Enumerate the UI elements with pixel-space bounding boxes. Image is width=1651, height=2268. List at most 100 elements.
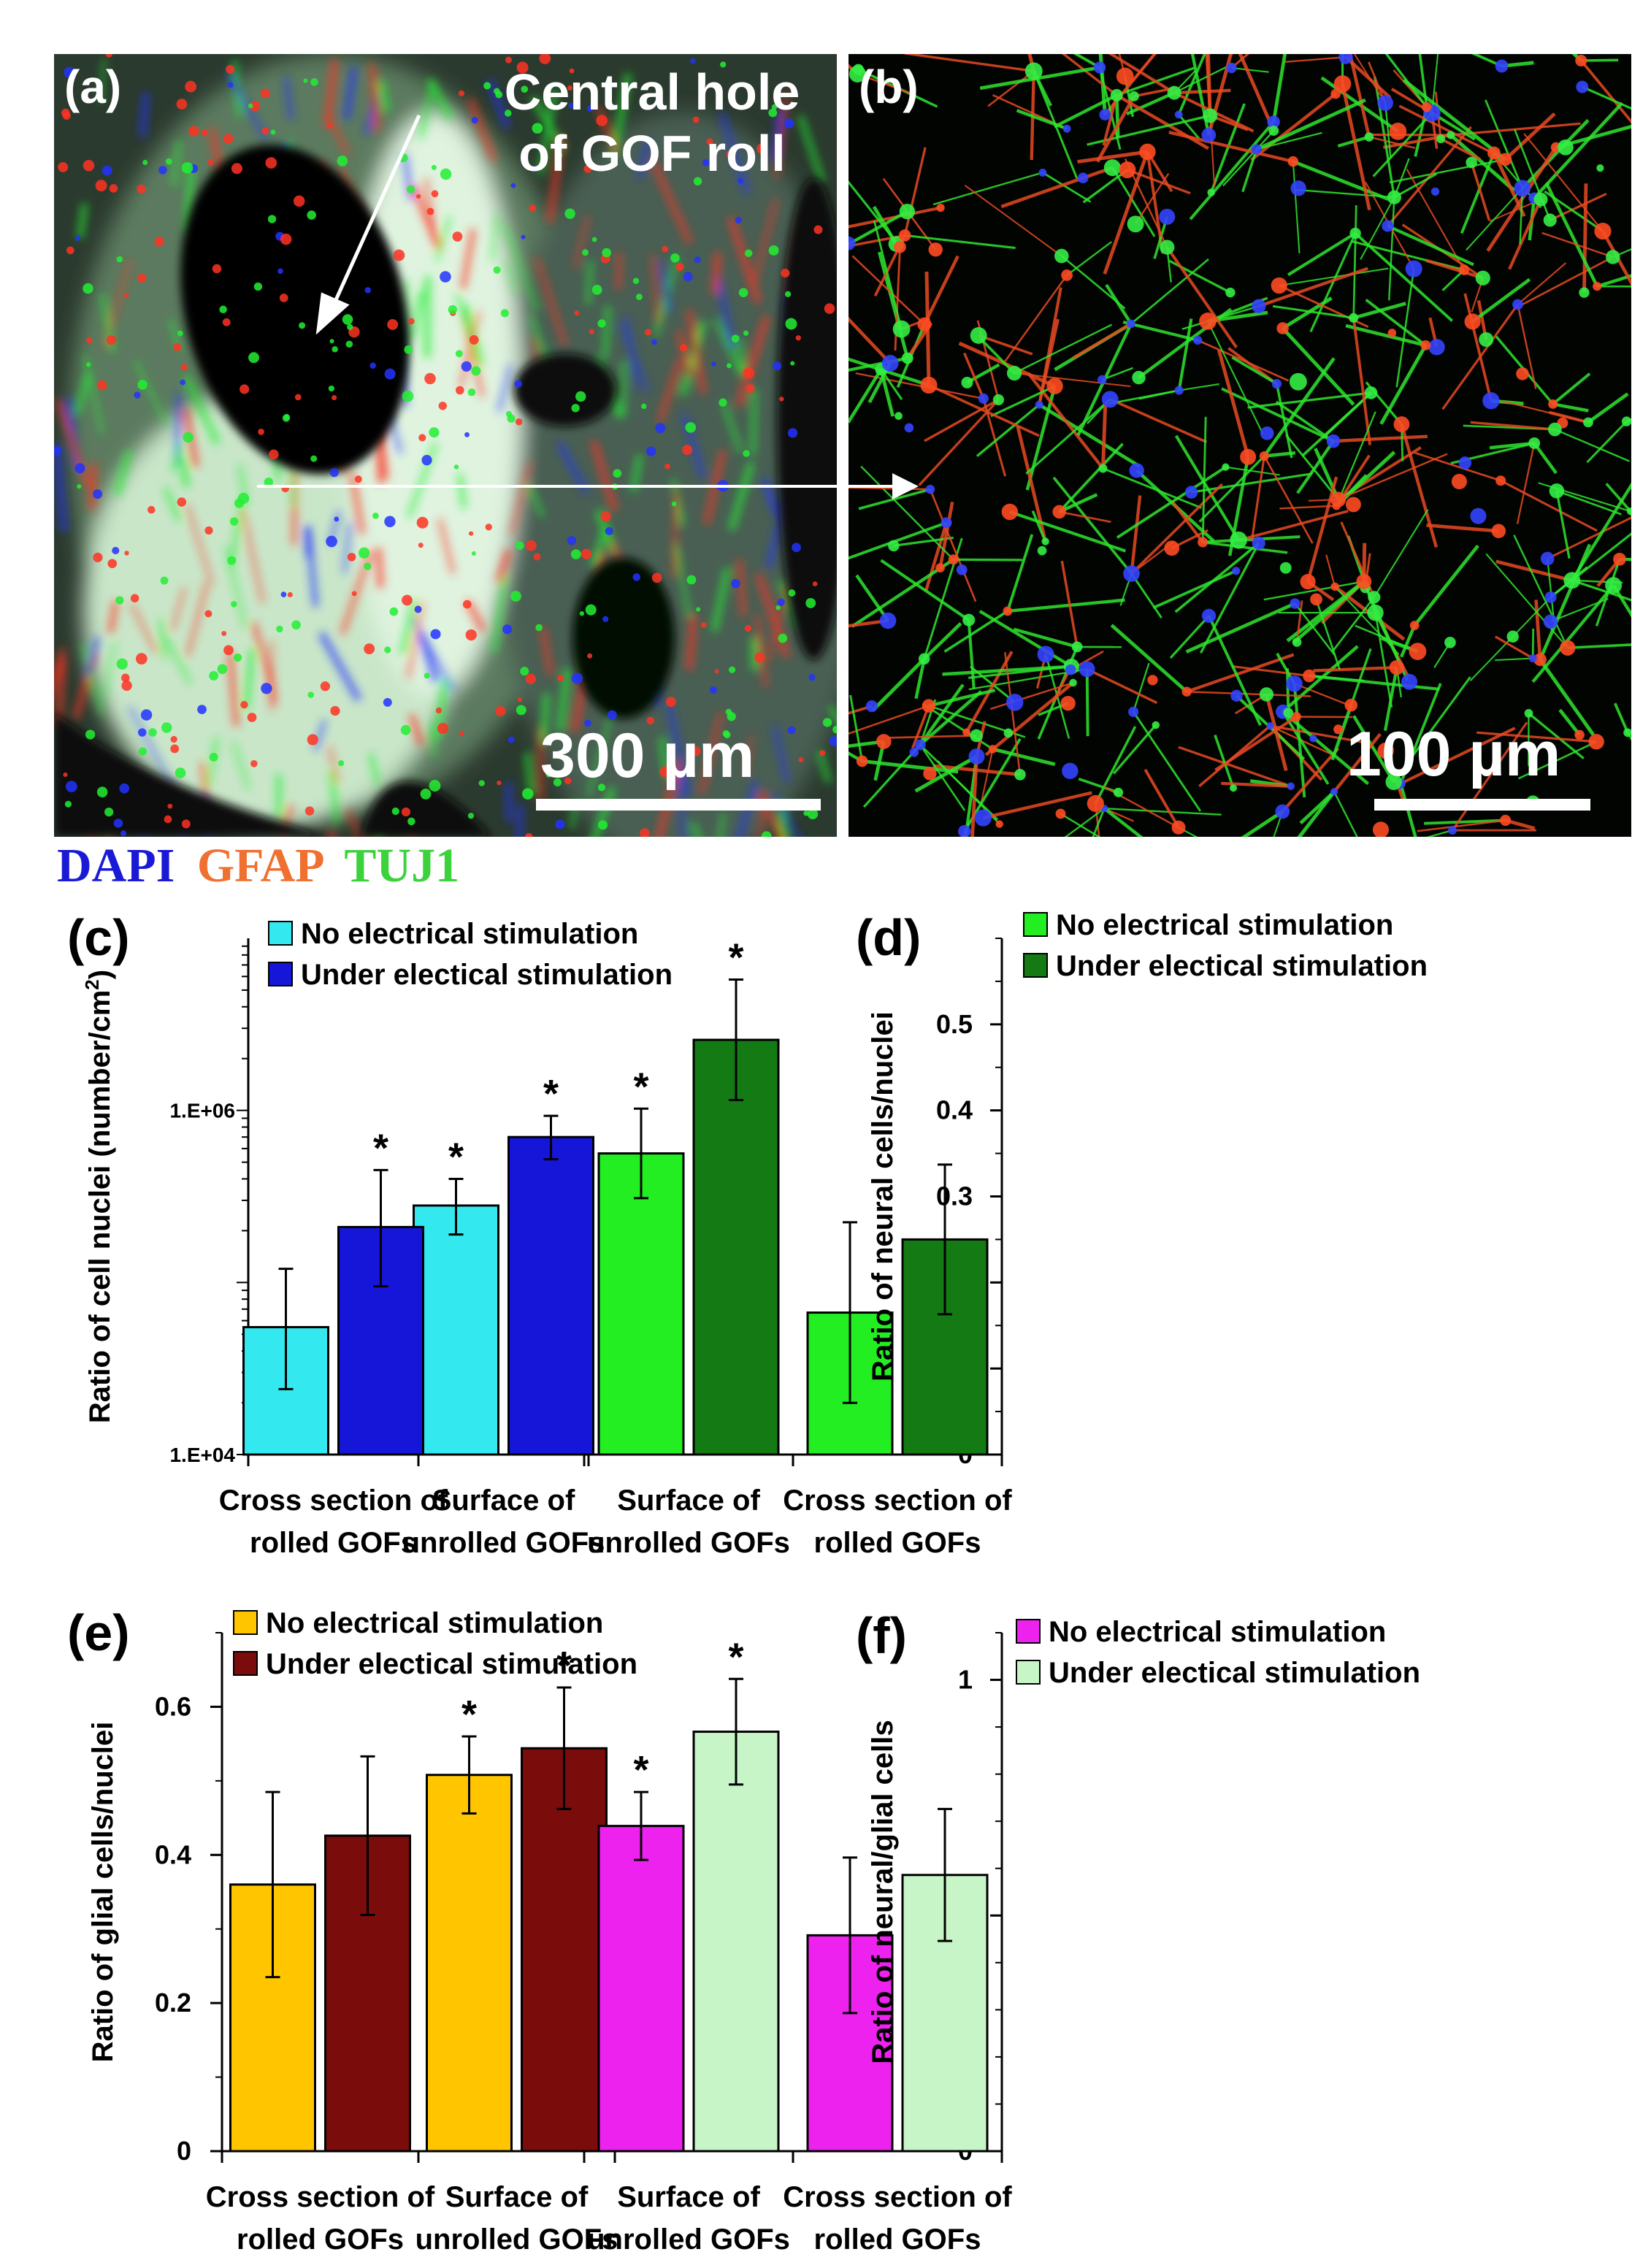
cell-dot <box>170 735 177 743</box>
fiber-streak <box>750 389 757 456</box>
neurite <box>979 66 1100 91</box>
cell-dot <box>140 709 153 721</box>
cell-body <box>1279 562 1292 574</box>
cell-body <box>1287 782 1295 791</box>
neurite <box>851 255 925 326</box>
cell-dot <box>58 161 69 172</box>
x-category-label: Surface of <box>617 2181 760 2213</box>
cell-body <box>1101 391 1119 408</box>
neurite <box>1101 367 1133 381</box>
significance-marker: * <box>633 1065 648 1108</box>
cell-body <box>920 376 938 394</box>
neurite <box>1085 669 1089 737</box>
fiber-streak <box>754 614 768 687</box>
cell-dot <box>124 293 129 298</box>
cell-dot <box>207 159 214 166</box>
neurite <box>1102 94 1119 146</box>
y-tick-label: 0.5 <box>936 1009 973 1039</box>
cell-dot <box>744 249 753 258</box>
cell-dot <box>784 291 792 297</box>
legend-swatch <box>1016 1660 1041 1685</box>
cell-dot <box>106 335 117 345</box>
cell-dot <box>107 559 118 569</box>
cell-dot <box>260 88 270 99</box>
cell-body <box>1110 88 1123 101</box>
panel-label-a: (a) <box>64 61 122 113</box>
cell-body <box>1512 299 1523 310</box>
neurite <box>1470 161 1491 221</box>
cell-body <box>892 320 911 338</box>
neurite <box>849 316 892 365</box>
neurite <box>1038 403 1141 468</box>
cell-dot <box>785 318 797 330</box>
micrograph-b-image <box>849 54 1631 837</box>
cell-dot <box>692 116 700 123</box>
neurite <box>1273 811 1284 837</box>
neurite <box>1554 428 1630 462</box>
fiber-streak <box>728 461 755 532</box>
neurite <box>1072 322 1133 360</box>
fiber-streak <box>686 309 707 394</box>
fiber-streak <box>313 719 327 751</box>
fiber-streak <box>590 440 618 512</box>
neurite <box>849 618 889 628</box>
cell-body <box>1549 483 1565 499</box>
neurite <box>1014 372 1131 388</box>
cell-dot <box>568 102 575 109</box>
cell-dot <box>185 80 197 93</box>
x-category-label: Surface of <box>445 2181 589 2213</box>
cell-dot <box>66 246 74 255</box>
neurite <box>1533 101 1624 199</box>
neurite <box>1250 456 1265 542</box>
neurite <box>1387 224 1474 267</box>
cell-dot <box>525 832 533 837</box>
neurite <box>1231 665 1310 678</box>
x-category-label: Cross section of <box>206 2181 435 2213</box>
significance-marker: * <box>556 1644 572 1687</box>
neurite <box>1058 443 1124 513</box>
stain-gfap: GFAP <box>196 839 322 892</box>
cell-body <box>1533 653 1547 667</box>
fiber-streak <box>616 252 622 290</box>
cell-dot <box>502 624 513 635</box>
fiber-streak <box>657 359 683 423</box>
cell-dot <box>177 497 187 507</box>
neurite <box>1414 451 1501 482</box>
cell-dot <box>310 455 318 462</box>
fiber-streak <box>659 262 673 312</box>
cell-body <box>1436 134 1446 144</box>
cell-dot <box>531 165 538 172</box>
cell-body <box>1548 399 1558 409</box>
cell-dot <box>197 705 207 715</box>
cell-dot <box>781 268 790 277</box>
cell-dot <box>494 88 500 95</box>
neurite <box>1073 54 1101 69</box>
cell-dot <box>452 231 463 242</box>
fiber-streak <box>637 139 651 179</box>
cell-dot <box>768 245 779 256</box>
cell-dot <box>400 724 411 735</box>
cell-dot <box>137 273 147 283</box>
cell-dot <box>516 705 526 716</box>
fiber-streak <box>573 215 590 269</box>
neurite <box>1471 277 1531 323</box>
cell-body <box>1127 215 1144 233</box>
neurite <box>1501 400 1589 424</box>
cell-body <box>1127 319 1135 329</box>
fiber-streak <box>241 510 265 603</box>
cell-body <box>1167 85 1181 100</box>
cell-body <box>1333 724 1344 735</box>
neurite <box>871 657 926 712</box>
fiber-streak <box>158 619 167 659</box>
cell-dot <box>219 305 227 314</box>
cell-dot <box>303 78 308 83</box>
cell-dot <box>364 643 375 655</box>
fiber-streak <box>423 276 432 358</box>
neurite <box>1275 400 1335 443</box>
neurite <box>1060 813 1101 837</box>
cell-dot <box>679 343 688 352</box>
neurite <box>963 352 985 399</box>
neurite <box>1336 411 1376 507</box>
micrograph-b: (b) 100 µm <box>849 54 1631 837</box>
